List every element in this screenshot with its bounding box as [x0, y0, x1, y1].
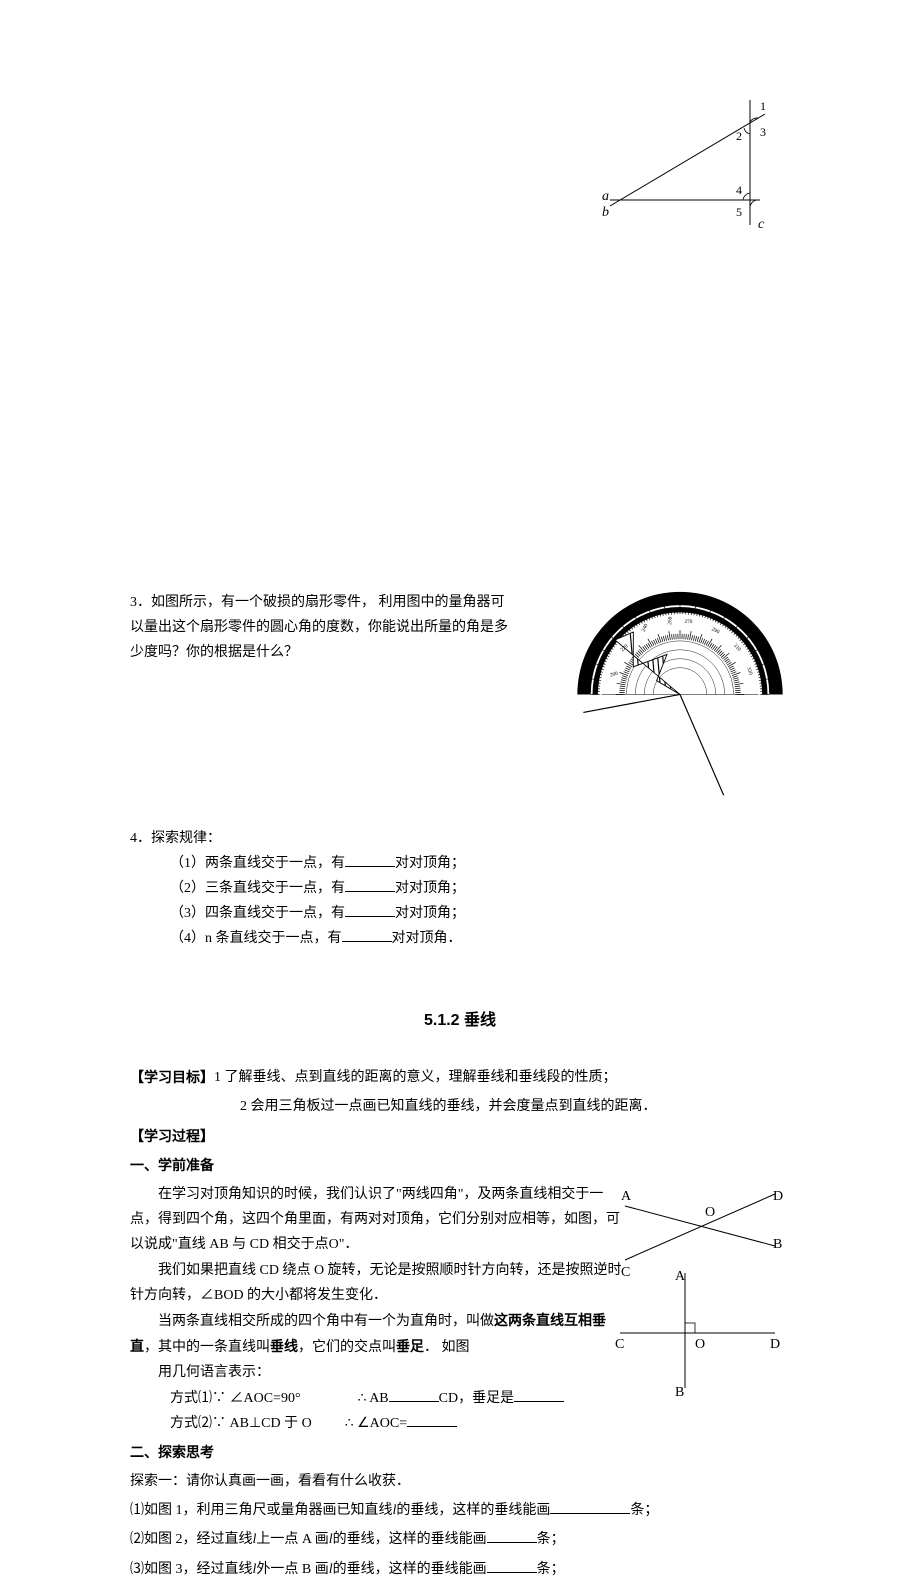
svg-text:330: 330 [745, 666, 753, 676]
blank-field[interactable] [407, 1413, 457, 1427]
label-B: B [773, 1237, 782, 1252]
label-c: c [758, 217, 765, 232]
label-5: 5 [736, 205, 742, 219]
blank-field[interactable] [345, 903, 395, 917]
svg-text:200: 200 [609, 671, 619, 679]
process-header: 【学习过程】 [130, 1124, 790, 1149]
question-4: 4．探索规律： （1）两条直线交于一点，有对对顶角； （2）三条直线交于一点，有… [130, 826, 790, 952]
explore-intro: 探索一：请你认真画一画，看看有什么收获． [130, 1469, 790, 1494]
blank-field[interactable] [550, 1500, 630, 1514]
prep-p2: 我们如果把直线 CD 绕点 O 旋转，无论是按照顺时针方向转，还是按照逆时针方向… [130, 1258, 630, 1308]
prep-p1: 在学习对顶角知识的时候，我们认识了"两线四角"，及两条直线相交于一点，得到四个角… [130, 1182, 630, 1258]
blank-field[interactable] [389, 1388, 439, 1402]
label-D: D [773, 1189, 783, 1204]
explore-3: ⑶如图 3，经过直线l外一点 B 画l的垂线，这样的垂线能画条； [130, 1557, 790, 1582]
label-a: a [602, 189, 609, 204]
page: a b c 1 2 3 4 5 3．如图所示，有一个破损的扇形零件， 利用图中的… [0, 0, 920, 1582]
formula-2: 方式⑵∵ AB⊥CD 于 O ∴ ∠AOC= [130, 1411, 790, 1436]
label-1: 1 [760, 100, 766, 113]
question-3: 3．如图所示，有一个破损的扇形零件， 利用图中的量角器可以量出这个扇形零件的圆心… [130, 590, 790, 666]
svg-text:240: 240 [641, 623, 650, 633]
explore-2: ⑵如图 2，经过直线l上一点 A 画l的垂线，这样的垂线能画条； [130, 1527, 790, 1552]
q3-body: 如图所示，有一个破损的扇形零件， 利用图中的量角器可以量出这个扇形零件的圆心角的… [130, 595, 508, 660]
formula-1: 方式⑴∵ ∠AOC=90° ∴ ABCD，垂足是 [130, 1386, 630, 1411]
label-C2: C [615, 1337, 624, 1352]
section-title: 5.1.2 垂线 [130, 1007, 790, 1036]
label-B2: B [675, 1385, 684, 1398]
svg-text:290: 290 [710, 627, 720, 636]
q4-item-4: （4）n 条直线交于一点，有对对顶角． [130, 926, 790, 951]
goal-1: 1 了解垂线、点到直线的距离的意义，理解垂线和垂线段的性质； [214, 1065, 617, 1090]
label-A: A [621, 1189, 632, 1204]
blank-field[interactable] [345, 853, 395, 867]
prep-p3: 当两条直线相交所成的四个角中有一个为直角时，叫做这两条直线互相垂直，其中的一条直… [130, 1308, 630, 1360]
q4-item-2: （2）三条直线交于一点，有对对顶角； [130, 876, 790, 901]
q4-label: 4．探索规律： [130, 826, 790, 851]
label-D2: D [770, 1337, 780, 1352]
label-4: 4 [736, 183, 742, 197]
question-3-text: 3．如图所示，有一个破损的扇形零件， 利用图中的量角器可以量出这个扇形零件的圆心… [130, 590, 510, 666]
perp-section: 我们如果把直线 CD 绕点 O 旋转，无论是按照顺时针方向转，还是按照逆时针方向… [130, 1258, 790, 1436]
geom-label: 用几何语言表示： [130, 1360, 630, 1385]
blank-field[interactable] [345, 878, 395, 892]
explore-header: 二、探索思考 [130, 1440, 790, 1465]
label-A2: A [675, 1269, 686, 1284]
label-2: 2 [736, 129, 742, 143]
blank-field[interactable] [514, 1388, 564, 1402]
blank-field[interactable] [487, 1559, 537, 1573]
svg-text:310: 310 [732, 643, 742, 653]
q4-item-1: （1）两条直线交于一点，有对对顶角； [130, 851, 790, 876]
blank-field[interactable] [342, 928, 392, 942]
q4-item-3: （3）四条直线交于一点，有对对顶角； [130, 901, 790, 926]
blank-field[interactable] [487, 1529, 537, 1543]
content: 3．如图所示，有一个破损的扇形零件， 利用图中的量角器可以量出这个扇形零件的圆心… [0, 280, 920, 1582]
label-b: b [602, 205, 609, 220]
explore-1: ⑴如图 1，利用三角尺或量角器画已知直线l的垂线，这样的垂线能画条； [130, 1498, 790, 1523]
label-O2: O [695, 1337, 705, 1352]
perpendicular-figure: A B C D O [615, 1268, 790, 1398]
angle-figure: a b c 1 2 3 4 5 [600, 100, 800, 240]
goal-2: 2 会用三角板过一点画已知直线的垂线，并会度量点到直线的距离． [130, 1094, 790, 1119]
svg-text:270: 270 [684, 619, 692, 625]
label-O: O [705, 1205, 715, 1220]
top-blank-area: a b c 1 2 3 4 5 [0, 0, 920, 280]
goals: 【学习目标】 1 了解垂线、点到直线的距离的意义，理解垂线和垂线段的性质； [130, 1065, 790, 1090]
label-3: 3 [760, 125, 766, 139]
protractor-figure: 260 240 220 200 270 290 310 330 [555, 575, 805, 805]
svg-text:260: 260 [667, 616, 674, 625]
q3-label: 3． [130, 595, 151, 610]
goals-header: 【学习目标】 [130, 1065, 214, 1090]
prep-header: 一、学前准备 [130, 1153, 790, 1178]
prep-section: 在学习对顶角知识的时候，我们认识了"两线四角"，及两条直线相交于一点，得到四个角… [130, 1182, 790, 1258]
